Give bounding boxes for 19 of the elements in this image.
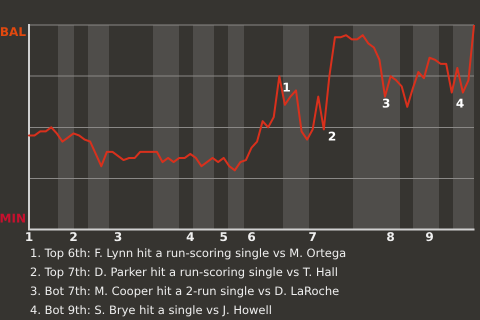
annotation: 1 (282, 80, 291, 94)
x-tick-label: 8 (386, 230, 395, 244)
x-tick-label: 7 (308, 230, 317, 244)
annotation: 2 (328, 129, 336, 144)
x-tick-label: 9 (425, 230, 434, 244)
text: BAL (0, 25, 26, 40)
x-tick-label: 4 (186, 230, 194, 244)
x-tick-label: 2 (69, 230, 78, 244)
annotation: 3 (382, 96, 390, 111)
text: 4. Bot 9th: S. Brye hit a single vs J. Howell (30, 302, 273, 319)
x-tick-label: 5 (220, 230, 228, 244)
text: 3. Bot 7th: M. Cooper hit a 2-run single vs D. LaRoche (30, 283, 340, 300)
x-tick-label: 3 (114, 230, 122, 244)
x-tick-label: 6 (247, 230, 256, 244)
annotation: 4 (456, 96, 464, 111)
text: 2. Top 7th: D. Parker hit a run-scoring single vs T. Hall (30, 264, 339, 281)
text: 1. Top 6th: F. Lynn hit a run-scoring single vs M. Ortega (30, 245, 346, 262)
x-tick-label: 1 (24, 230, 34, 244)
text: MIN (0, 212, 26, 226)
